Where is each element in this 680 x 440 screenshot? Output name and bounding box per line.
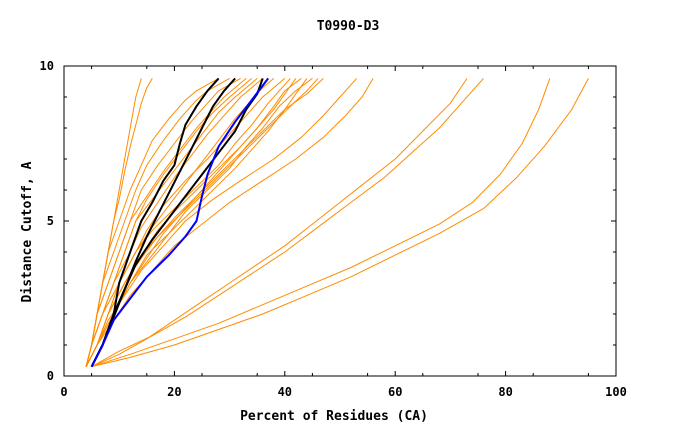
highlight-series-line-27: [90, 77, 269, 368]
y-tick-label: 5: [47, 214, 54, 228]
model-series-line-22: [91, 78, 551, 368]
model-series-line-15: [85, 78, 153, 367]
x-tick-label: 80: [498, 385, 512, 399]
x-tick-label: 60: [388, 385, 402, 399]
series-layer: [85, 77, 589, 368]
chart-title: T0990-D3: [317, 19, 380, 34]
model-series-line-23: [91, 78, 589, 368]
model-series-line-18: [85, 78, 357, 367]
highlight-series-line-26: [90, 78, 264, 368]
model-series-line-20: [91, 78, 468, 368]
y-tick-label: 10: [40, 59, 54, 73]
x-tick-label: 0: [60, 385, 67, 399]
y-axis-label: Distance Cutoff, A: [20, 161, 35, 302]
x-tick-label: 20: [167, 385, 181, 399]
x-axis-label: Percent of Residues (CA): [240, 409, 428, 424]
model-series-line-6: [85, 77, 230, 367]
x-tick-label: 40: [278, 385, 292, 399]
highlight-series-line-25: [90, 77, 236, 368]
model-series-line-17: [85, 78, 324, 367]
ticks-layer: 0 20 40 60 80 100 0 5 10: [40, 59, 627, 399]
highlight-series-line-24: [90, 77, 220, 368]
y-tick-label: 0: [47, 369, 54, 383]
model-series-line-9: [85, 78, 247, 367]
plot-frame: [63, 65, 617, 377]
model-series-line-12: [85, 77, 313, 367]
model-series-line-21: [91, 78, 484, 368]
model-series-line-11: [85, 78, 258, 367]
model-series-line-0: [85, 78, 286, 367]
x-tick-label: 100: [605, 385, 627, 399]
